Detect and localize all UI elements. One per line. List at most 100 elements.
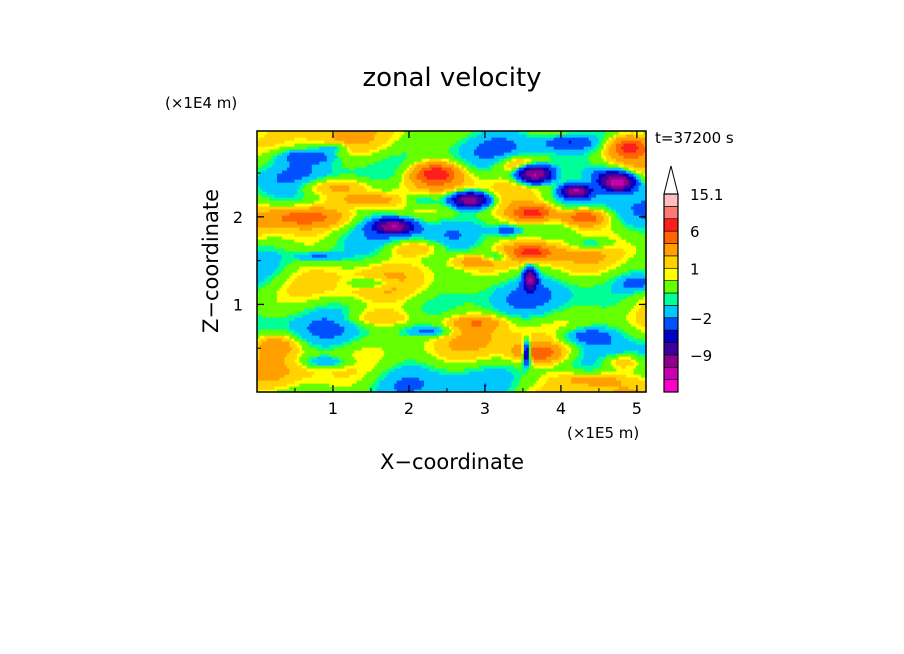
field-cell	[581, 359, 585, 363]
field-cell	[453, 359, 458, 363]
field-cell	[354, 353, 358, 357]
field-cell	[518, 350, 522, 354]
field-cell	[326, 338, 330, 342]
field-cell	[476, 341, 480, 345]
field-cell	[431, 389, 435, 393]
field-cell	[346, 353, 350, 357]
field-cell	[621, 350, 625, 354]
field-cell	[394, 383, 398, 387]
field-cell	[309, 356, 313, 360]
field-cell	[426, 338, 430, 342]
field-cell	[339, 377, 343, 381]
field-cell	[543, 332, 547, 336]
field-cell	[336, 371, 340, 375]
field-cell	[478, 341, 483, 345]
field-cell	[626, 335, 630, 339]
field-cell	[294, 344, 298, 348]
field-cell	[613, 335, 617, 339]
field-cell	[498, 374, 502, 378]
field-cell	[573, 377, 577, 381]
field-cell	[506, 335, 510, 339]
field-cell	[404, 377, 408, 381]
field-cell	[341, 365, 345, 369]
field-cell	[419, 359, 423, 363]
field-cell	[521, 362, 525, 366]
field-cell	[371, 374, 375, 378]
field-cell	[451, 347, 455, 351]
field-cell	[386, 380, 390, 384]
field-cell	[573, 383, 577, 387]
field-cell	[543, 347, 547, 351]
field-cell	[513, 347, 517, 351]
field-cell	[473, 371, 478, 375]
field-cell	[513, 353, 517, 357]
field-cell	[641, 356, 645, 360]
field-cell	[306, 386, 310, 390]
field-cell	[498, 350, 502, 354]
field-cell	[486, 374, 490, 378]
field-cell	[628, 335, 632, 339]
field-cell	[299, 350, 303, 354]
field-cell	[346, 341, 350, 345]
field-cell	[311, 383, 315, 387]
field-cell	[399, 371, 403, 375]
field-cell	[533, 362, 537, 366]
field-cell	[608, 350, 612, 354]
field-cell	[506, 356, 510, 360]
field-cell	[279, 344, 283, 348]
field-cell	[643, 377, 647, 381]
field-cell	[551, 371, 555, 375]
field-cell	[421, 347, 425, 351]
field-cell	[274, 365, 278, 369]
field-cell	[289, 353, 293, 357]
field-cell	[591, 341, 595, 345]
field-cell	[359, 380, 363, 384]
field-cell	[341, 368, 345, 372]
field-cell	[456, 389, 460, 393]
field-cell	[548, 383, 552, 387]
field-cell	[271, 350, 276, 354]
field-cell	[291, 362, 295, 366]
field-cell	[476, 383, 480, 387]
field-cell	[421, 383, 425, 387]
field-cell	[284, 356, 288, 360]
field-cell	[453, 338, 458, 342]
field-cell	[541, 389, 545, 393]
field-cell	[623, 353, 627, 357]
field-cell	[516, 335, 520, 339]
field-cell	[319, 329, 323, 333]
field-cell	[501, 350, 505, 354]
field-cell	[543, 335, 547, 339]
field-cell	[451, 368, 455, 372]
field-cell	[321, 356, 325, 360]
field-cell	[411, 389, 415, 393]
field-cell	[319, 374, 323, 378]
field-cell	[536, 353, 540, 357]
field-cell	[546, 353, 550, 357]
field-cell	[501, 335, 505, 339]
field-cell	[471, 335, 475, 339]
field-cell	[431, 344, 435, 348]
field-cell	[306, 338, 310, 342]
field-cell	[326, 359, 330, 363]
field-cell	[434, 383, 438, 387]
field-cell	[556, 350, 560, 354]
field-cell	[334, 344, 338, 348]
field-cell	[496, 380, 500, 384]
field-cell	[411, 377, 415, 381]
field-cell	[284, 338, 288, 342]
field-cell	[374, 356, 378, 360]
field-cell	[476, 338, 480, 342]
field-cell	[409, 341, 413, 345]
field-cell	[471, 353, 475, 357]
field-cell	[446, 371, 450, 375]
field-cell	[551, 338, 555, 342]
field-cell	[356, 329, 360, 333]
field-cell	[346, 365, 350, 369]
field-cell	[311, 356, 315, 360]
field-cell	[391, 374, 395, 378]
field-cell	[269, 329, 273, 333]
field-cell	[581, 374, 585, 378]
field-cell	[261, 380, 266, 384]
field-cell	[541, 377, 545, 381]
